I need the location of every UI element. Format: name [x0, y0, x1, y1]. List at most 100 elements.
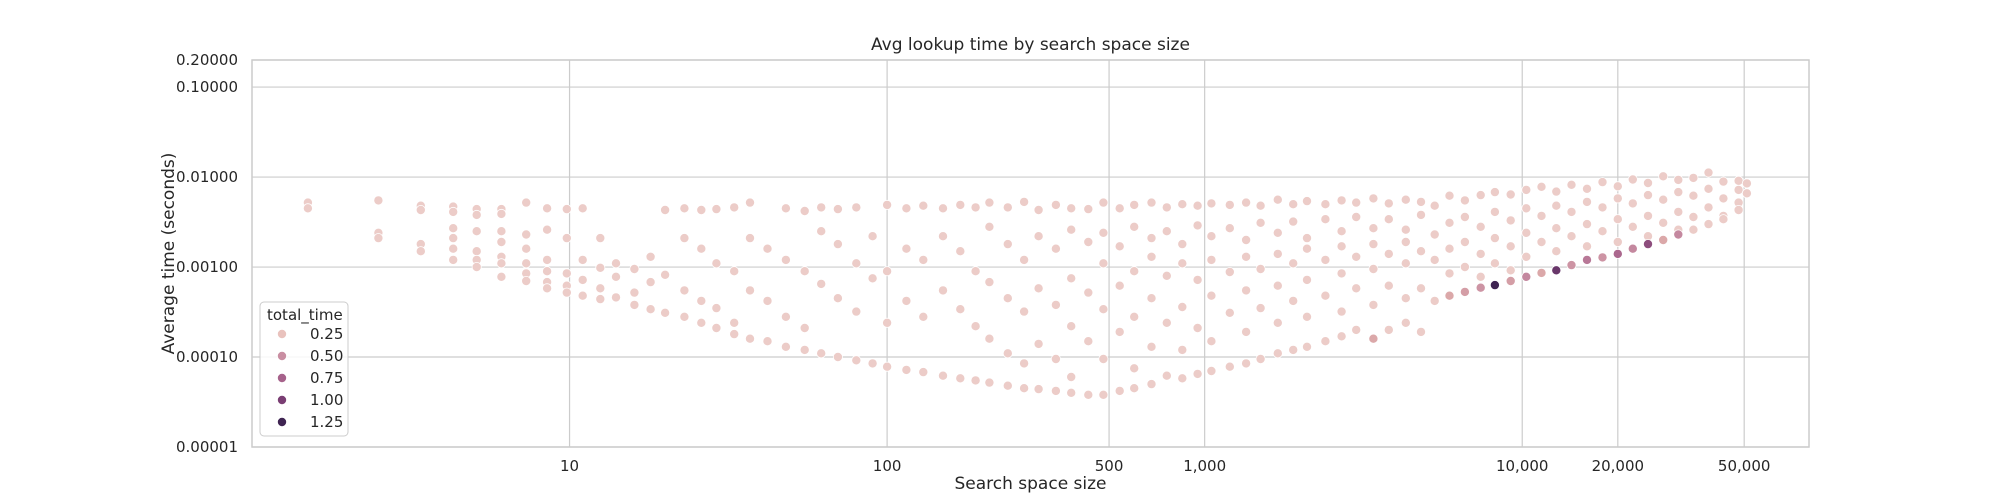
data-point — [1368, 223, 1379, 234]
data-point — [1129, 311, 1140, 322]
data-point — [918, 367, 929, 378]
data-point — [1658, 194, 1669, 205]
data-point — [629, 299, 640, 310]
data-point — [1627, 198, 1638, 209]
data-point — [1627, 174, 1638, 185]
data-point — [645, 304, 656, 315]
data-point — [1582, 254, 1593, 265]
data-point — [1612, 248, 1623, 259]
data-point — [1459, 195, 1470, 206]
data-point — [1475, 282, 1486, 293]
data-point — [816, 202, 827, 213]
data-point — [1566, 206, 1577, 217]
data-point — [1521, 271, 1532, 282]
data-point — [745, 285, 756, 296]
data-point — [1612, 214, 1623, 225]
data-point — [1066, 387, 1077, 398]
data-point — [729, 329, 740, 340]
x-tick-labels: 10 100 500 1,000 10,000 20,000 50,000 — [560, 457, 1770, 475]
data-point — [1521, 251, 1532, 262]
data-point — [780, 203, 791, 214]
data-point — [1019, 358, 1030, 369]
data-point — [1336, 306, 1347, 317]
data-point — [521, 243, 532, 254]
data-point — [799, 266, 810, 277]
data-point — [832, 293, 843, 304]
data-point — [1002, 202, 1013, 213]
data-point — [496, 236, 507, 247]
data-point — [1536, 267, 1547, 278]
data-point — [984, 377, 995, 388]
data-point — [1066, 371, 1077, 382]
data-points — [302, 167, 1752, 400]
data-point — [1429, 200, 1440, 211]
data-point — [1241, 251, 1252, 262]
data-point — [1050, 243, 1061, 254]
data-point — [1302, 243, 1313, 254]
data-point — [1320, 214, 1331, 225]
data-point — [496, 271, 507, 282]
data-point — [851, 306, 862, 317]
data-point — [938, 285, 949, 296]
data-point — [1066, 224, 1077, 235]
data-point — [955, 199, 966, 210]
data-point — [1320, 336, 1331, 347]
data-point — [711, 258, 722, 269]
data-point — [1206, 290, 1217, 301]
data-point — [1718, 176, 1729, 187]
data-point — [1146, 251, 1157, 262]
data-point — [955, 304, 966, 315]
data-point — [373, 195, 384, 206]
data-point — [1489, 258, 1500, 269]
data-point — [1083, 287, 1094, 298]
data-point — [1177, 301, 1188, 312]
data-point — [1114, 385, 1125, 396]
data-point — [577, 203, 588, 214]
data-point — [816, 348, 827, 359]
y-tick-label: 0.00001 — [176, 438, 238, 456]
data-point — [1475, 190, 1486, 201]
data-point — [1002, 293, 1013, 304]
data-point — [1192, 322, 1203, 333]
data-point — [1400, 236, 1411, 247]
y-tick-label: 0.10000 — [176, 78, 238, 96]
y-tick-label: 0.20000 — [176, 51, 238, 69]
data-point — [1658, 217, 1669, 228]
data-point — [1703, 167, 1714, 178]
data-point — [1146, 197, 1157, 208]
data-point — [1066, 273, 1077, 284]
data-point — [595, 294, 606, 305]
data-point — [1400, 224, 1411, 235]
data-point — [970, 266, 981, 277]
data-point — [1272, 227, 1283, 238]
data-point — [1241, 197, 1252, 208]
data-point — [577, 254, 588, 265]
data-point — [1161, 226, 1172, 237]
data-point — [645, 277, 656, 288]
data-point — [1255, 303, 1266, 314]
data-point — [1400, 293, 1411, 304]
data-point — [1206, 254, 1217, 265]
data-point — [1129, 266, 1140, 277]
data-point — [679, 285, 690, 296]
data-point — [1050, 299, 1061, 310]
data-point — [1688, 172, 1699, 183]
data-point — [471, 226, 482, 237]
data-point — [1206, 198, 1217, 209]
data-point — [1177, 344, 1188, 355]
data-point — [1019, 196, 1030, 207]
data-point — [1336, 331, 1347, 342]
data-point — [745, 233, 756, 244]
data-point — [1161, 202, 1172, 213]
legend-marker — [276, 372, 287, 383]
data-point — [984, 277, 995, 288]
data-point — [1489, 187, 1500, 198]
data-point — [521, 229, 532, 240]
data-point — [1083, 204, 1094, 215]
legend-label: 1.00 — [310, 391, 343, 409]
data-point — [1416, 196, 1427, 207]
data-point — [1521, 184, 1532, 195]
data-point — [1597, 202, 1608, 213]
data-point — [970, 375, 981, 386]
data-point — [1444, 268, 1455, 279]
